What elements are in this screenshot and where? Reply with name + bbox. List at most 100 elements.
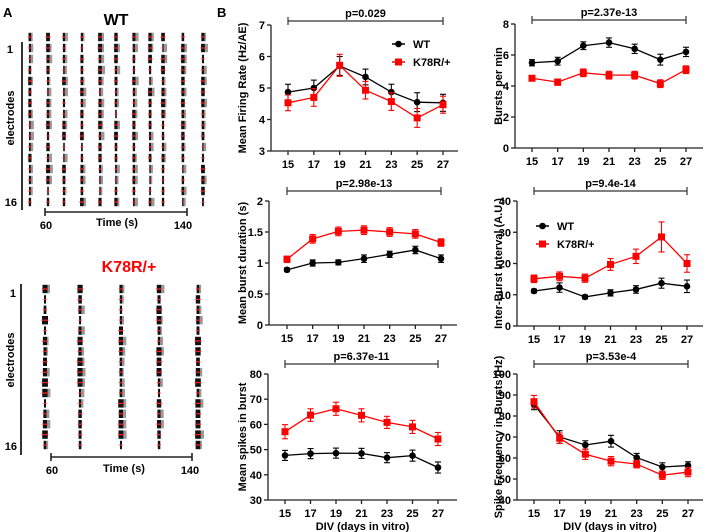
burst-marker — [79, 58, 84, 60]
burst-column — [27, 32, 34, 207]
burst-marker — [114, 146, 118, 148]
y-tick-label: 40 — [499, 495, 511, 507]
legend: WT K78R/+ — [392, 39, 451, 69]
data-point — [530, 275, 538, 283]
spike-block-faint — [151, 131, 154, 141]
spike-block-faint — [135, 164, 138, 174]
data-point — [284, 99, 292, 107]
spike-block-faint — [161, 347, 164, 356]
spike-block-faint — [164, 109, 166, 119]
spike-block-faint — [151, 197, 155, 207]
burst-marker — [157, 382, 161, 384]
burst-marker — [147, 91, 153, 93]
burst-marker — [132, 69, 136, 71]
burst-marker — [161, 201, 165, 203]
spike-block-faint — [64, 87, 68, 97]
y-tick-label: 10 — [499, 290, 511, 302]
x-tick-label: 17 — [554, 508, 566, 520]
burst-column — [76, 284, 86, 450]
burst-marker — [28, 58, 32, 60]
chart-inter-burst-interval: 0 10 20 30 40 15 17 19 21 23 25 27 Inter-Burst Inter… — [493, 178, 703, 346]
y-tick-label: 100 — [493, 369, 511, 381]
series-k78r — [530, 394, 692, 480]
data-point — [358, 411, 365, 419]
burst-marker — [117, 402, 125, 404]
series-wt — [281, 447, 442, 474]
x-tick-label: 23 — [631, 508, 643, 520]
spike-block-faint — [49, 164, 53, 174]
data-point — [528, 59, 536, 67]
y-axis-label: Bursts per min — [493, 47, 505, 125]
burst-marker — [119, 361, 123, 363]
x-tick-label: 21 — [603, 156, 615, 168]
burst-marker — [98, 91, 102, 93]
burst-marker — [76, 361, 84, 363]
burst-marker — [148, 124, 152, 126]
spike-block-faint — [117, 98, 120, 108]
y-tick-label: 1.5 — [248, 227, 263, 239]
burst-marker — [80, 190, 84, 192]
data-point — [657, 56, 664, 63]
data-point — [383, 454, 391, 461]
spike-block-faint — [164, 153, 166, 163]
burst-marker — [147, 36, 153, 38]
burst-marker — [118, 423, 124, 425]
burst-marker — [201, 58, 205, 60]
spike-block-faint — [183, 164, 187, 174]
x-tick-label: 15 — [279, 508, 291, 520]
burst-marker — [181, 146, 185, 148]
spike-block-faint — [122, 347, 126, 356]
spike-block-faint — [135, 153, 137, 163]
x-tick-label: 17 — [304, 508, 316, 520]
burst-column — [97, 32, 106, 207]
y-tick-label: 70 — [499, 432, 511, 444]
x-tick-label: 15 — [281, 333, 293, 345]
spike-block-faint — [31, 76, 33, 86]
burst-marker — [27, 157, 33, 159]
burst-marker — [42, 423, 48, 425]
data-point — [682, 48, 690, 56]
x-axis-label: DIV (days in vitro) — [563, 521, 657, 532]
burst-marker — [131, 135, 137, 137]
data-point — [439, 101, 447, 109]
spike-block-faint — [31, 32, 33, 42]
burst-marker — [201, 135, 205, 137]
burst-marker — [157, 392, 161, 394]
x-tick-label: 23 — [384, 333, 396, 345]
spike-block-faint — [49, 43, 52, 53]
spike-block-faint — [135, 175, 138, 185]
burst-marker — [113, 36, 119, 38]
data-point — [633, 460, 641, 468]
data-point — [556, 434, 564, 442]
burst-marker — [43, 309, 47, 311]
spike-block-faint — [82, 378, 85, 387]
burst-column — [160, 32, 168, 207]
burst-marker — [114, 69, 118, 71]
burst-marker — [62, 58, 66, 60]
burst-marker — [148, 102, 153, 104]
data-point — [358, 450, 365, 457]
legend-marker — [539, 222, 546, 230]
burst-marker — [78, 392, 82, 394]
burst-marker — [80, 157, 84, 159]
burst-column — [45, 32, 53, 207]
burst-marker — [78, 402, 82, 404]
data-point — [360, 255, 368, 262]
burst-marker — [43, 402, 47, 404]
spike-block-faint — [164, 142, 167, 152]
burst-marker — [181, 157, 185, 159]
burst-marker — [27, 113, 32, 115]
spike-block-faint — [46, 440, 49, 450]
burst-marker — [201, 124, 205, 126]
burst-marker — [200, 47, 206, 49]
burst-marker — [98, 168, 102, 170]
spike-block-faint — [49, 109, 52, 119]
spike-block-faint — [204, 98, 208, 108]
burst-marker — [195, 361, 201, 363]
spike-block-faint — [47, 388, 51, 398]
burst-marker — [194, 340, 202, 342]
spike-block-faint — [65, 76, 68, 86]
spike-block-faint — [64, 65, 67, 75]
spike-block-faint — [161, 316, 163, 325]
burst-marker — [161, 80, 165, 82]
